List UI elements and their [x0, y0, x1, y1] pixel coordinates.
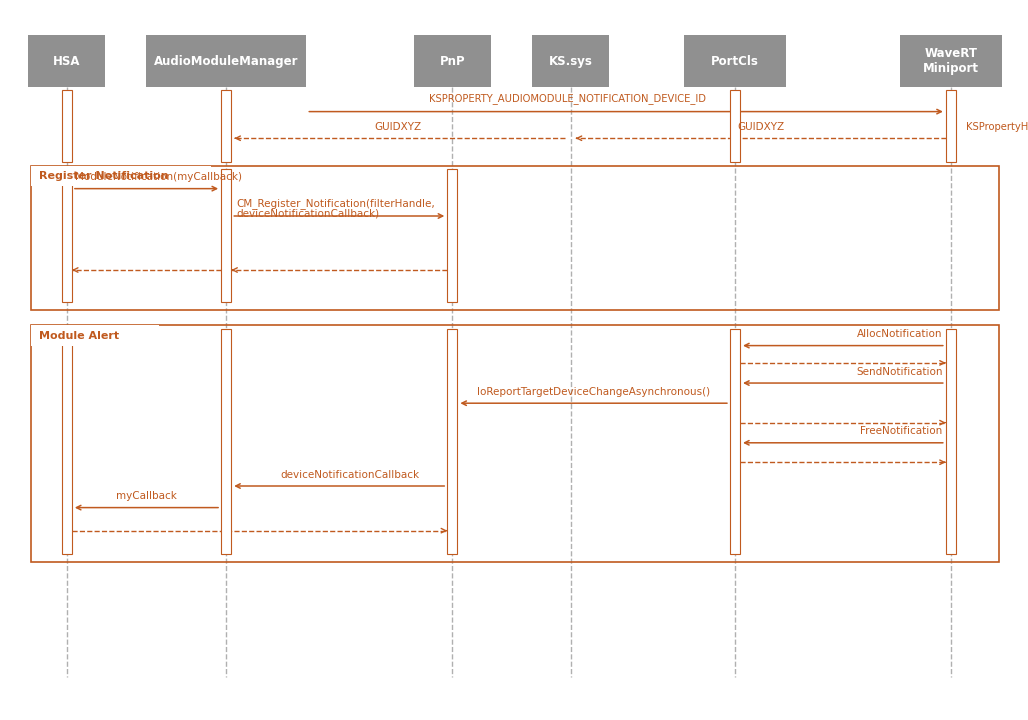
Text: AudioModuleManager: AudioModuleManager: [154, 55, 298, 68]
Text: FreeNotification: FreeNotification: [860, 426, 943, 436]
Bar: [221, 90, 231, 162]
Bar: [147, 35, 306, 87]
Text: CM_Register_Notification(filterHandle,: CM_Register_Notification(filterHandle,: [236, 198, 435, 209]
Bar: [684, 35, 786, 87]
Text: deviceNotificationCallback): deviceNotificationCallback): [236, 208, 379, 218]
Text: SendNotification: SendNotification: [856, 366, 943, 377]
Bar: [413, 35, 491, 87]
Bar: [31, 325, 159, 346]
Text: KSPROPERTY_AUDIOMODULE_NOTIFICATION_DEVICE_ID: KSPROPERTY_AUDIOMODULE_NOTIFICATION_DEVI…: [430, 94, 706, 104]
Bar: [221, 169, 231, 302]
Bar: [62, 169, 72, 302]
Bar: [946, 329, 956, 554]
Bar: [730, 90, 740, 162]
Text: AllocNotification: AllocNotification: [857, 329, 943, 339]
Text: GUIDXYZ: GUIDXYZ: [737, 122, 784, 132]
Text: HSA: HSA: [53, 55, 80, 68]
Bar: [946, 90, 956, 162]
Bar: [31, 325, 999, 562]
Bar: [62, 329, 72, 554]
Bar: [447, 329, 457, 554]
Text: Register Notification: Register Notification: [39, 171, 169, 181]
Bar: [447, 169, 457, 302]
Bar: [730, 329, 740, 554]
Text: IoReportTargetDeviceChangeAsynchronous(): IoReportTargetDeviceChangeAsynchronous(): [477, 387, 710, 397]
Text: PortCls: PortCls: [711, 55, 759, 68]
Text: deviceNotificationCallback: deviceNotificationCallback: [280, 469, 419, 480]
Bar: [900, 35, 1002, 87]
Text: PnP: PnP: [440, 55, 465, 68]
Text: KSPropertyHandle: KSPropertyHandle: [966, 122, 1028, 132]
Bar: [31, 166, 211, 186]
Text: Module Alert: Module Alert: [39, 330, 119, 341]
Text: KS.sys: KS.sys: [549, 55, 592, 68]
Text: ModuleNotification(myCallback): ModuleNotification(myCallback): [75, 172, 242, 182]
Bar: [221, 329, 231, 554]
Bar: [29, 35, 106, 87]
Bar: [62, 90, 72, 162]
Text: WaveRT
Miniport: WaveRT Miniport: [923, 48, 979, 75]
Bar: [31, 166, 999, 310]
Text: GUIDXYZ: GUIDXYZ: [375, 122, 421, 132]
Text: myCallback: myCallback: [116, 491, 177, 501]
Bar: [533, 35, 609, 87]
